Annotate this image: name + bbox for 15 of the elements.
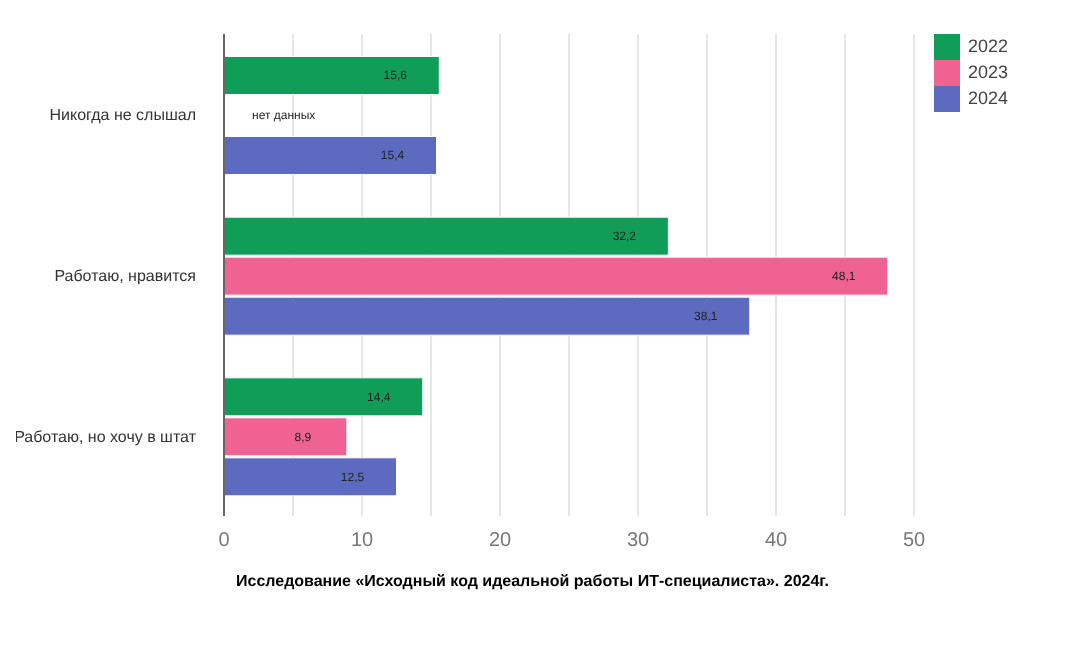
x-tick-label: 0 [218,530,231,553]
x-tick-label: 50 [902,530,926,553]
y-tick-label: Работаю, но хочу в штат [14,427,197,446]
x-tick-label: 30 [626,530,650,553]
bar [224,55,440,95]
y-tick-label: Работаю, нравится [54,267,196,285]
x-tick-label: 20 [488,530,512,553]
legend-label: 2022 [968,35,1009,56]
x-tick-label: 40 [764,530,788,553]
legend-label: 2023 [968,61,1009,82]
bar [224,135,438,175]
legend-label: 2024 [968,87,1009,108]
y-tick-label: Никогда не слышал [49,106,197,125]
x-tick-label: 10 [350,530,374,553]
text: Исследование «Исходный код идеальной работы ИТ-специалиста». 2024г. [236,572,831,590]
